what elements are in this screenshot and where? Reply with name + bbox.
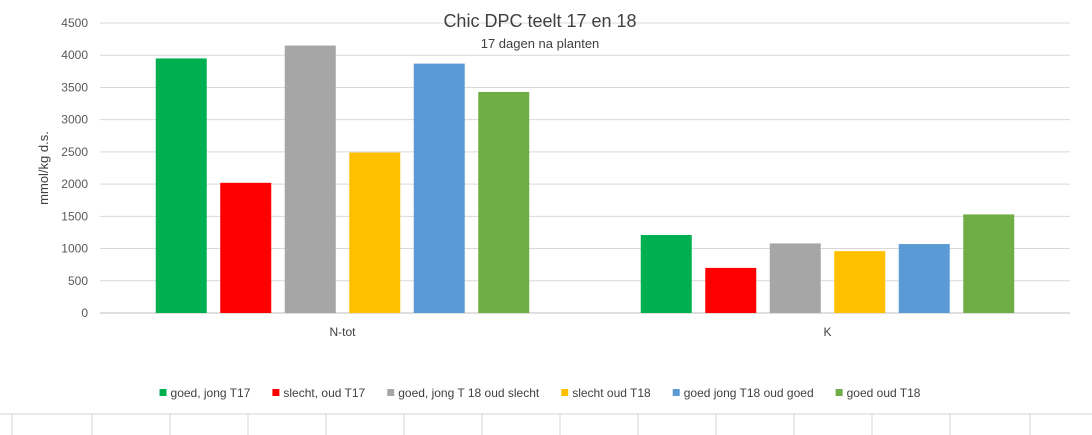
x-category-label: K <box>823 325 831 339</box>
x-axis-categories: N-tot K <box>329 325 831 339</box>
y-tick-label: 1500 <box>61 209 88 223</box>
legend-item: goed oud T18 <box>835 386 921 400</box>
bar-1-2 <box>769 243 821 313</box>
legend-label: goed, jong T 18 oud slecht <box>398 386 540 400</box>
legend-item: slecht, oud T17 <box>272 386 366 400</box>
y-tick-label: 500 <box>68 274 88 288</box>
legend-swatch <box>835 389 843 396</box>
legend-item: goed, jong T 18 oud slecht <box>387 386 540 400</box>
bar-0-5 <box>478 91 530 313</box>
bar-0-4 <box>413 63 465 313</box>
y-tick-label: 3000 <box>61 113 88 127</box>
legend-swatch <box>561 389 569 396</box>
chart-subtitle: 17 dagen na planten <box>481 36 600 51</box>
legend-label: goed, jong T17 <box>171 386 251 400</box>
legend: goed, jong T17 slecht, oud T17 goed, jong … <box>159 386 921 400</box>
y-tick-label: 4500 <box>61 16 88 30</box>
y-axis-label: mmol/kg d.s. <box>36 131 51 205</box>
legend-swatch <box>272 389 280 396</box>
bars <box>155 45 1015 314</box>
y-axis-ticks: 0 500 1000 1500 2000 2500 3000 3500 4000 4500 <box>61 16 88 320</box>
legend-item: goed, jong T17 <box>159 386 251 400</box>
legend-label: goed oud T18 <box>847 386 921 400</box>
y-tick-label: 0 <box>81 306 88 320</box>
bar-1-3 <box>834 251 886 313</box>
y-tick-label: 2000 <box>61 177 88 191</box>
x-category-label: N-tot <box>329 325 356 339</box>
legend-swatch <box>387 389 395 396</box>
bar-1-5 <box>963 214 1015 313</box>
legend-label: slecht, oud T17 <box>283 386 365 400</box>
legend-label: slecht oud T18 <box>572 386 651 400</box>
y-tick-label: 4000 <box>61 48 88 62</box>
y-tick-label: 2500 <box>61 145 88 159</box>
legend-swatch <box>159 389 167 396</box>
bar-0-1 <box>220 182 272 313</box>
legend-label: goed jong T18 oud goed <box>684 386 814 400</box>
bar-1-4 <box>898 244 950 313</box>
bar-0-0 <box>155 58 207 313</box>
legend-item: goed jong T18 oud goed <box>672 386 814 400</box>
bar-0-3 <box>349 152 401 313</box>
legend-item: slecht oud T18 <box>561 386 651 400</box>
bar-1-1 <box>705 267 757 313</box>
chart-title: Chic DPC teelt 17 en 18 <box>443 11 636 31</box>
y-tick-label: 1000 <box>61 242 88 256</box>
bottom-grid-strip <box>0 413 1092 435</box>
bar-1-0 <box>640 235 692 313</box>
legend-swatch <box>672 389 680 396</box>
y-tick-label: 3500 <box>61 80 88 94</box>
bar-0-2 <box>284 45 336 314</box>
